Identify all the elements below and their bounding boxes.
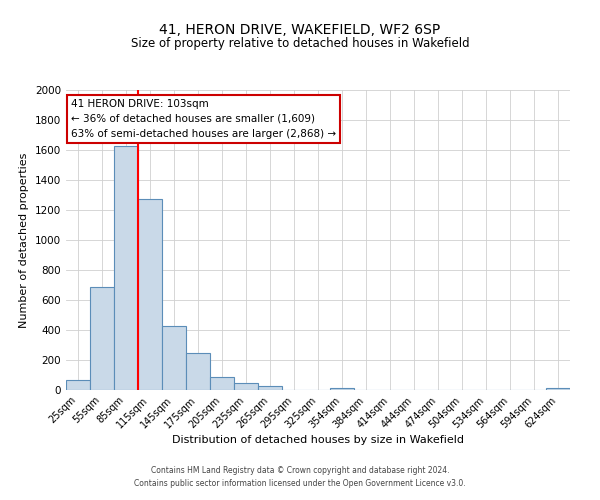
Bar (162, 326, 186, 390)
Bar (138, 198, 162, 390)
Text: 41, HERON DRIVE, WAKEFIELD, WF2 6SP: 41, HERON DRIVE, WAKEFIELD, WF2 6SP (160, 22, 440, 36)
Text: Size of property relative to detached houses in Wakefield: Size of property relative to detached ho… (131, 38, 469, 51)
Text: Contains HM Land Registry data © Crown copyright and database right 2024.
Contai: Contains HM Land Registry data © Crown c… (134, 466, 466, 487)
Text: 41 HERON DRIVE: 103sqm
← 36% of detached houses are smaller (1,609)
63% of semi-: 41 HERON DRIVE: 103sqm ← 36% of detached… (71, 99, 336, 138)
Bar (546, 388, 570, 390)
Bar (186, 352, 210, 390)
Bar (90, 286, 114, 390)
Bar (66, 380, 90, 390)
X-axis label: Distribution of detached houses by size in Wakefield: Distribution of detached houses by size … (172, 436, 464, 446)
Bar (114, 146, 138, 390)
Y-axis label: Number of detached properties: Number of detached properties (19, 152, 29, 328)
Bar (258, 386, 282, 390)
Bar (330, 388, 354, 390)
Bar (210, 376, 234, 390)
Bar (234, 382, 258, 390)
